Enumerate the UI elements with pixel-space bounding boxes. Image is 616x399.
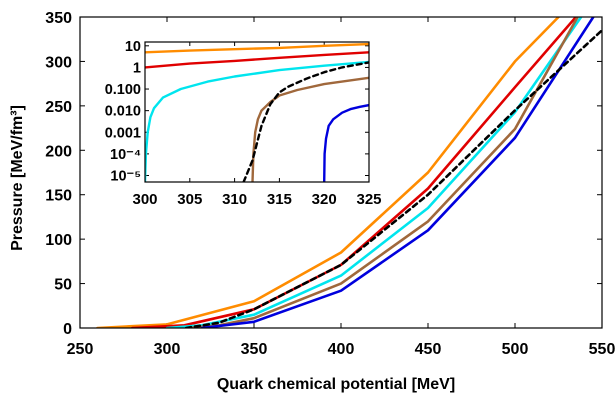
x-tick-label: 450 — [415, 341, 442, 358]
inset-series-line-2 — [145, 60, 369, 182]
main-plot-frame — [79, 16, 603, 329]
inset-y-tick-label: 0.010 — [105, 104, 141, 120]
y-axis-title: Pressure [MeV/fm³] — [9, 105, 26, 251]
x-tick-label: 550 — [589, 341, 616, 358]
main-series-line-1 — [130, 17, 578, 328]
main-series-group — [96, 17, 602, 328]
y-tick-label: 350 — [45, 10, 72, 27]
main-series-line-4 — [200, 17, 595, 328]
y-tick-label: 250 — [45, 99, 72, 116]
main-series-line-5 — [184, 28, 602, 328]
y-tick-label: 300 — [45, 54, 72, 71]
inset-y-tick-label: 10⁻⁵ — [110, 168, 141, 184]
inset-series-group — [145, 42, 369, 182]
x-tick-label: 300 — [154, 341, 181, 358]
inset-x-tick-label: 310 — [222, 191, 247, 208]
inset-x-tick-label: 325 — [356, 191, 381, 208]
x-axis-title: Quark chemical potential [MeV] — [217, 376, 455, 393]
inset-series-line-3 — [251, 76, 369, 182]
main-chart: 250 300 350 400 450 500 550 0 50 100 150 200 250 300 3… — [45, 10, 615, 358]
x-tick-label: 250 — [67, 341, 94, 358]
inset-series-line-1 — [145, 51, 369, 69]
inset-y-tick-label: 10⁻⁴ — [110, 147, 141, 163]
inset-x-tick-label: 320 — [312, 191, 337, 208]
main-series-line-0 — [96, 17, 560, 328]
inset-series-line-4 — [323, 103, 369, 182]
y-tick-label: 200 — [45, 143, 72, 160]
x-tick-label: 400 — [328, 341, 355, 358]
inset-plot-frame — [144, 41, 370, 183]
inset-x-tick-label: 300 — [132, 191, 157, 208]
inset-series-line-5 — [242, 61, 369, 182]
x-tick-label: 350 — [241, 341, 268, 358]
y-tick-label: 50 — [54, 277, 72, 294]
inset-y-tick-label: 10 — [125, 39, 141, 55]
inset-chart: 10 1 0.100 0.010 0.001 10⁻⁴ 10⁻⁵ 300 305 310 315 32… — [85, 34, 382, 216]
inset-y-tick-label: 0.100 — [105, 82, 141, 98]
y-tick-label: 150 — [45, 188, 72, 205]
inset-x-tick-label: 315 — [267, 191, 292, 208]
inset-y-tick-label: 0.001 — [105, 125, 141, 141]
inset-x-tick-label: 305 — [177, 191, 202, 208]
y-tick-label: 100 — [45, 232, 72, 249]
y-tick-label: 0 — [63, 321, 72, 338]
inset-y-tick-label: 1 — [133, 60, 141, 76]
inset-series-line-0 — [145, 42, 369, 54]
x-tick-label: 500 — [502, 341, 529, 358]
